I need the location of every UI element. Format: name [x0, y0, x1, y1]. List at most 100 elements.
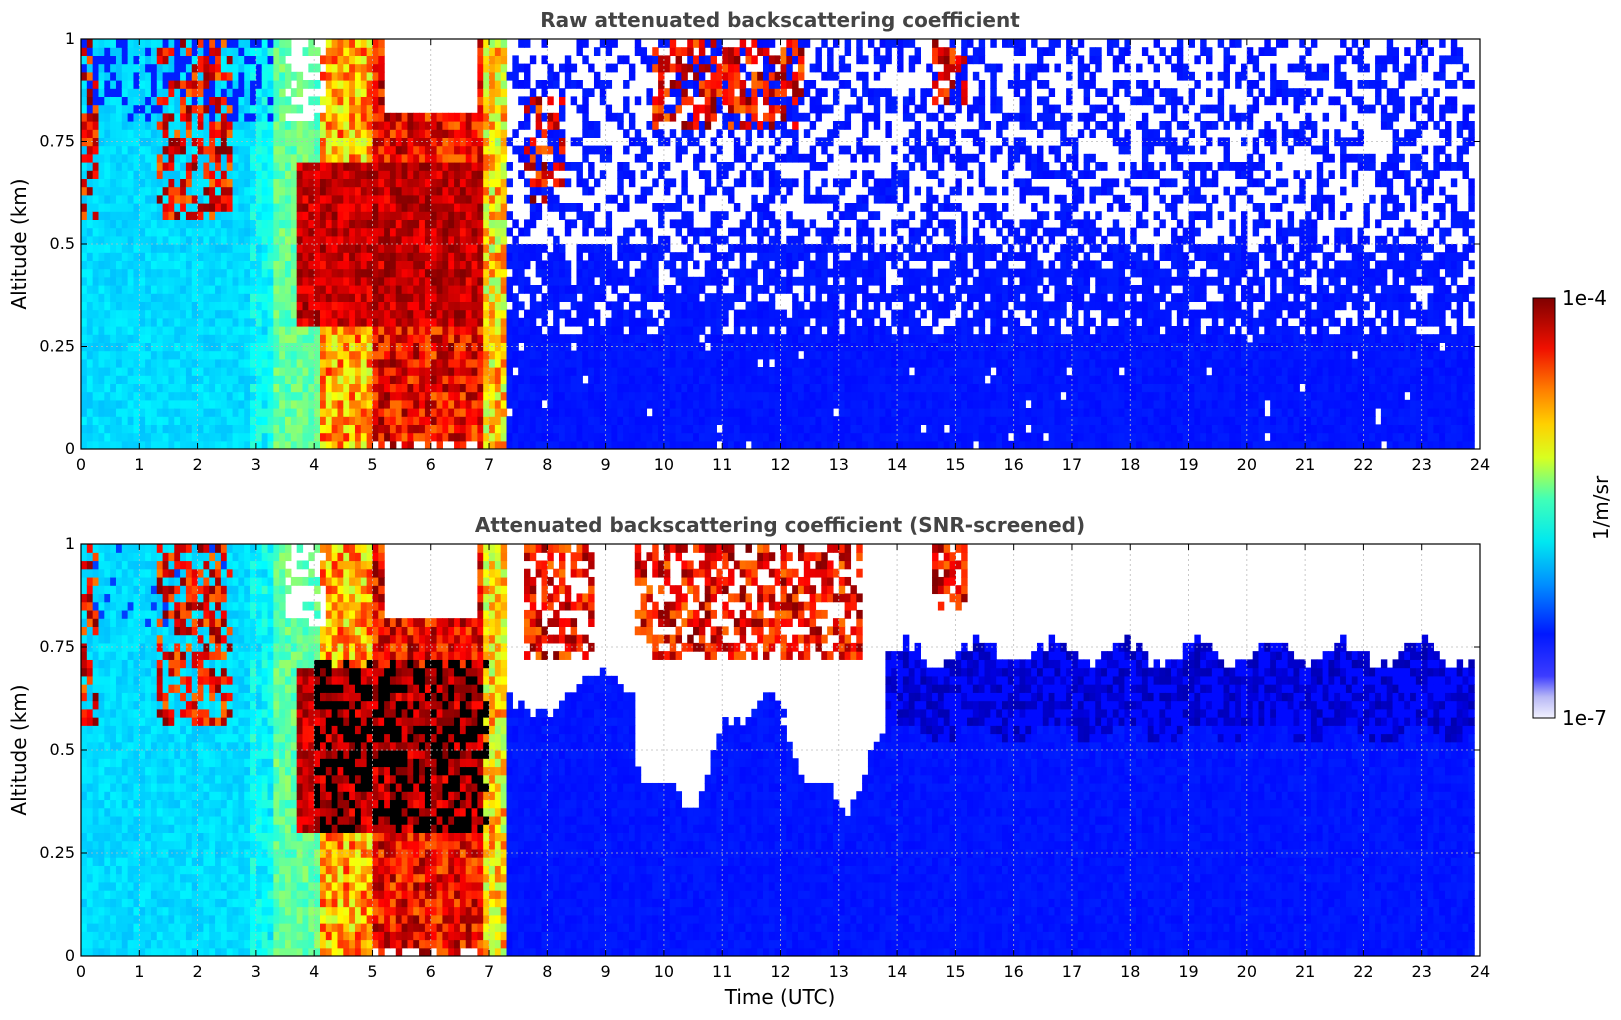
heat-cell — [413, 293, 420, 302]
heat-cell — [751, 268, 758, 278]
heat-cell — [483, 39, 490, 48]
heat-cell — [98, 408, 105, 417]
heat-cell — [238, 178, 245, 188]
heat-cell — [541, 440, 548, 449]
heat-cell — [442, 317, 449, 327]
heat-cell — [751, 104, 758, 114]
heat-cell — [139, 88, 146, 97]
heat-cell — [185, 317, 193, 327]
heat-cell — [191, 367, 199, 376]
heat-cell — [436, 326, 444, 335]
heat-cell — [611, 260, 618, 270]
heat-cell — [320, 391, 327, 401]
heat-cell — [442, 211, 449, 220]
heat-cell — [570, 162, 578, 171]
heat-cell — [349, 252, 356, 261]
heat-cell — [524, 96, 531, 106]
heat-cell — [156, 227, 164, 237]
heat-cell — [104, 285, 111, 294]
heat-cell — [261, 391, 269, 401]
heat-cell — [343, 104, 350, 114]
heat-cell — [454, 203, 461, 212]
heat-cell — [191, 358, 199, 368]
heat-cell — [640, 424, 648, 434]
heat-cell — [430, 227, 438, 237]
heat-cell — [150, 317, 158, 327]
heat-cell — [430, 334, 438, 343]
heat-cell — [366, 317, 374, 327]
heat-cell — [337, 137, 344, 147]
heat-cell — [681, 375, 688, 384]
heat-cell — [733, 71, 741, 81]
heat-cell — [424, 252, 432, 261]
heat-cell — [757, 88, 764, 97]
heat-cell — [261, 334, 269, 343]
heat-cell — [244, 268, 251, 278]
heat-cell — [238, 203, 245, 212]
heat-cell — [663, 424, 671, 434]
heat-cell — [325, 260, 333, 270]
heat-cell — [232, 129, 239, 138]
heat-cell — [168, 383, 175, 393]
heat-cell — [518, 358, 525, 368]
heat-cell — [244, 39, 251, 48]
heat-cell — [553, 244, 560, 253]
heat-cell — [599, 440, 607, 449]
heat-cell — [320, 342, 327, 352]
heat-cell — [378, 112, 385, 122]
heat-cell — [547, 399, 554, 409]
heat-cell — [174, 416, 181, 425]
heat-cell — [331, 153, 339, 163]
heat-cell — [442, 203, 449, 212]
heat-cell — [92, 104, 100, 114]
heat-cell — [203, 112, 210, 122]
heat-cell — [593, 367, 601, 376]
heat-cell — [98, 178, 105, 188]
heat-cell — [81, 285, 88, 294]
heat-cell — [524, 432, 531, 442]
heat-cell — [127, 63, 135, 73]
heat-cell — [296, 334, 304, 343]
heat-cell — [681, 145, 688, 155]
heat-cell — [261, 367, 269, 376]
heat-cell — [285, 104, 292, 114]
heat-cell — [354, 96, 362, 106]
heat-cell — [133, 145, 140, 155]
heat-cell — [220, 358, 228, 368]
heat-cell — [261, 326, 269, 335]
heat-cell — [424, 358, 432, 368]
heat-cell — [658, 55, 665, 65]
heat-cell — [168, 408, 175, 417]
heat-cell — [739, 309, 747, 319]
heat-cell — [698, 63, 706, 73]
heat-cell — [337, 129, 344, 138]
heat-cell — [693, 276, 700, 286]
heat-cell — [704, 63, 712, 73]
heat-cell — [98, 96, 105, 106]
heat-cell — [634, 276, 642, 286]
heat-cell — [436, 285, 444, 294]
heat-cell — [494, 293, 502, 302]
heat-cell — [162, 203, 170, 212]
heat-cell — [238, 47, 245, 56]
heat-cell — [185, 293, 193, 302]
heat-cell — [430, 432, 438, 442]
heat-cell — [238, 416, 245, 425]
heat-cell — [424, 326, 432, 335]
heat-cell — [232, 424, 239, 434]
heat-cell — [704, 416, 712, 425]
heat-cell — [308, 301, 315, 311]
heat-cell — [454, 383, 461, 393]
heat-cell — [623, 399, 630, 409]
heat-cell — [436, 309, 444, 319]
heat-cell — [331, 309, 339, 319]
heat-cell — [698, 383, 706, 393]
heat-cell — [273, 162, 280, 171]
heat-cell — [582, 227, 589, 237]
heat-cell — [197, 408, 205, 417]
heat-cell — [255, 440, 263, 449]
heat-cell — [506, 383, 513, 393]
heat-cell — [384, 244, 391, 253]
heat-cell — [389, 399, 397, 409]
heat-cell — [547, 162, 554, 171]
